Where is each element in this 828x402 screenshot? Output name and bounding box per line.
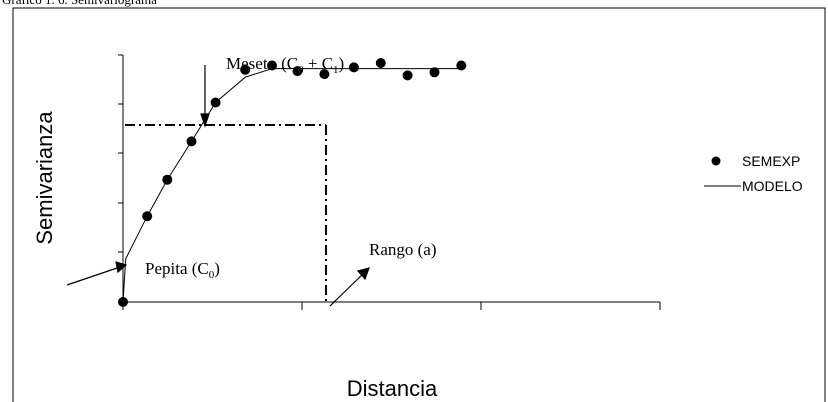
semexp-point bbox=[402, 70, 413, 81]
axes bbox=[122, 55, 660, 303]
legend-semexp-marker bbox=[711, 156, 721, 166]
semexp-point bbox=[162, 174, 173, 185]
legend: SEMEXP MODELO bbox=[704, 153, 803, 194]
x-axis-label: Distancia bbox=[347, 376, 438, 401]
rango-arrow bbox=[329, 267, 370, 307]
semexp-point bbox=[429, 67, 440, 78]
figure-caption: Gráfico 1. 6. Semivariograma bbox=[2, 0, 157, 8]
semexp-point bbox=[210, 97, 221, 108]
semexp-point bbox=[292, 66, 303, 77]
y-axis-ticks bbox=[118, 54, 123, 253]
semexp-point bbox=[456, 60, 467, 71]
semexp-point bbox=[375, 58, 386, 68]
pepita-arrow bbox=[66, 261, 128, 286]
semexp-point bbox=[348, 62, 359, 73]
semexp-point bbox=[142, 211, 153, 222]
semexp-point bbox=[118, 297, 128, 307]
x-axis-ticks bbox=[122, 302, 661, 310]
legend-modelo-label: MODELO bbox=[742, 178, 803, 194]
meseta-label: Meseta (C0 + C1) bbox=[226, 54, 344, 76]
figure-frame bbox=[12, 7, 826, 402]
pepita-label: Pepita (C0) bbox=[145, 259, 220, 281]
meseta-arrow bbox=[200, 65, 210, 128]
semexp-point bbox=[267, 60, 277, 71]
semexp-point bbox=[319, 69, 330, 80]
rango-label: Rango (a) bbox=[369, 240, 437, 259]
semexp-point bbox=[186, 136, 197, 147]
semexp-point bbox=[240, 64, 251, 75]
legend-semexp-label: SEMEXP bbox=[742, 153, 800, 169]
y-axis-label: Semivarianza bbox=[32, 111, 57, 245]
